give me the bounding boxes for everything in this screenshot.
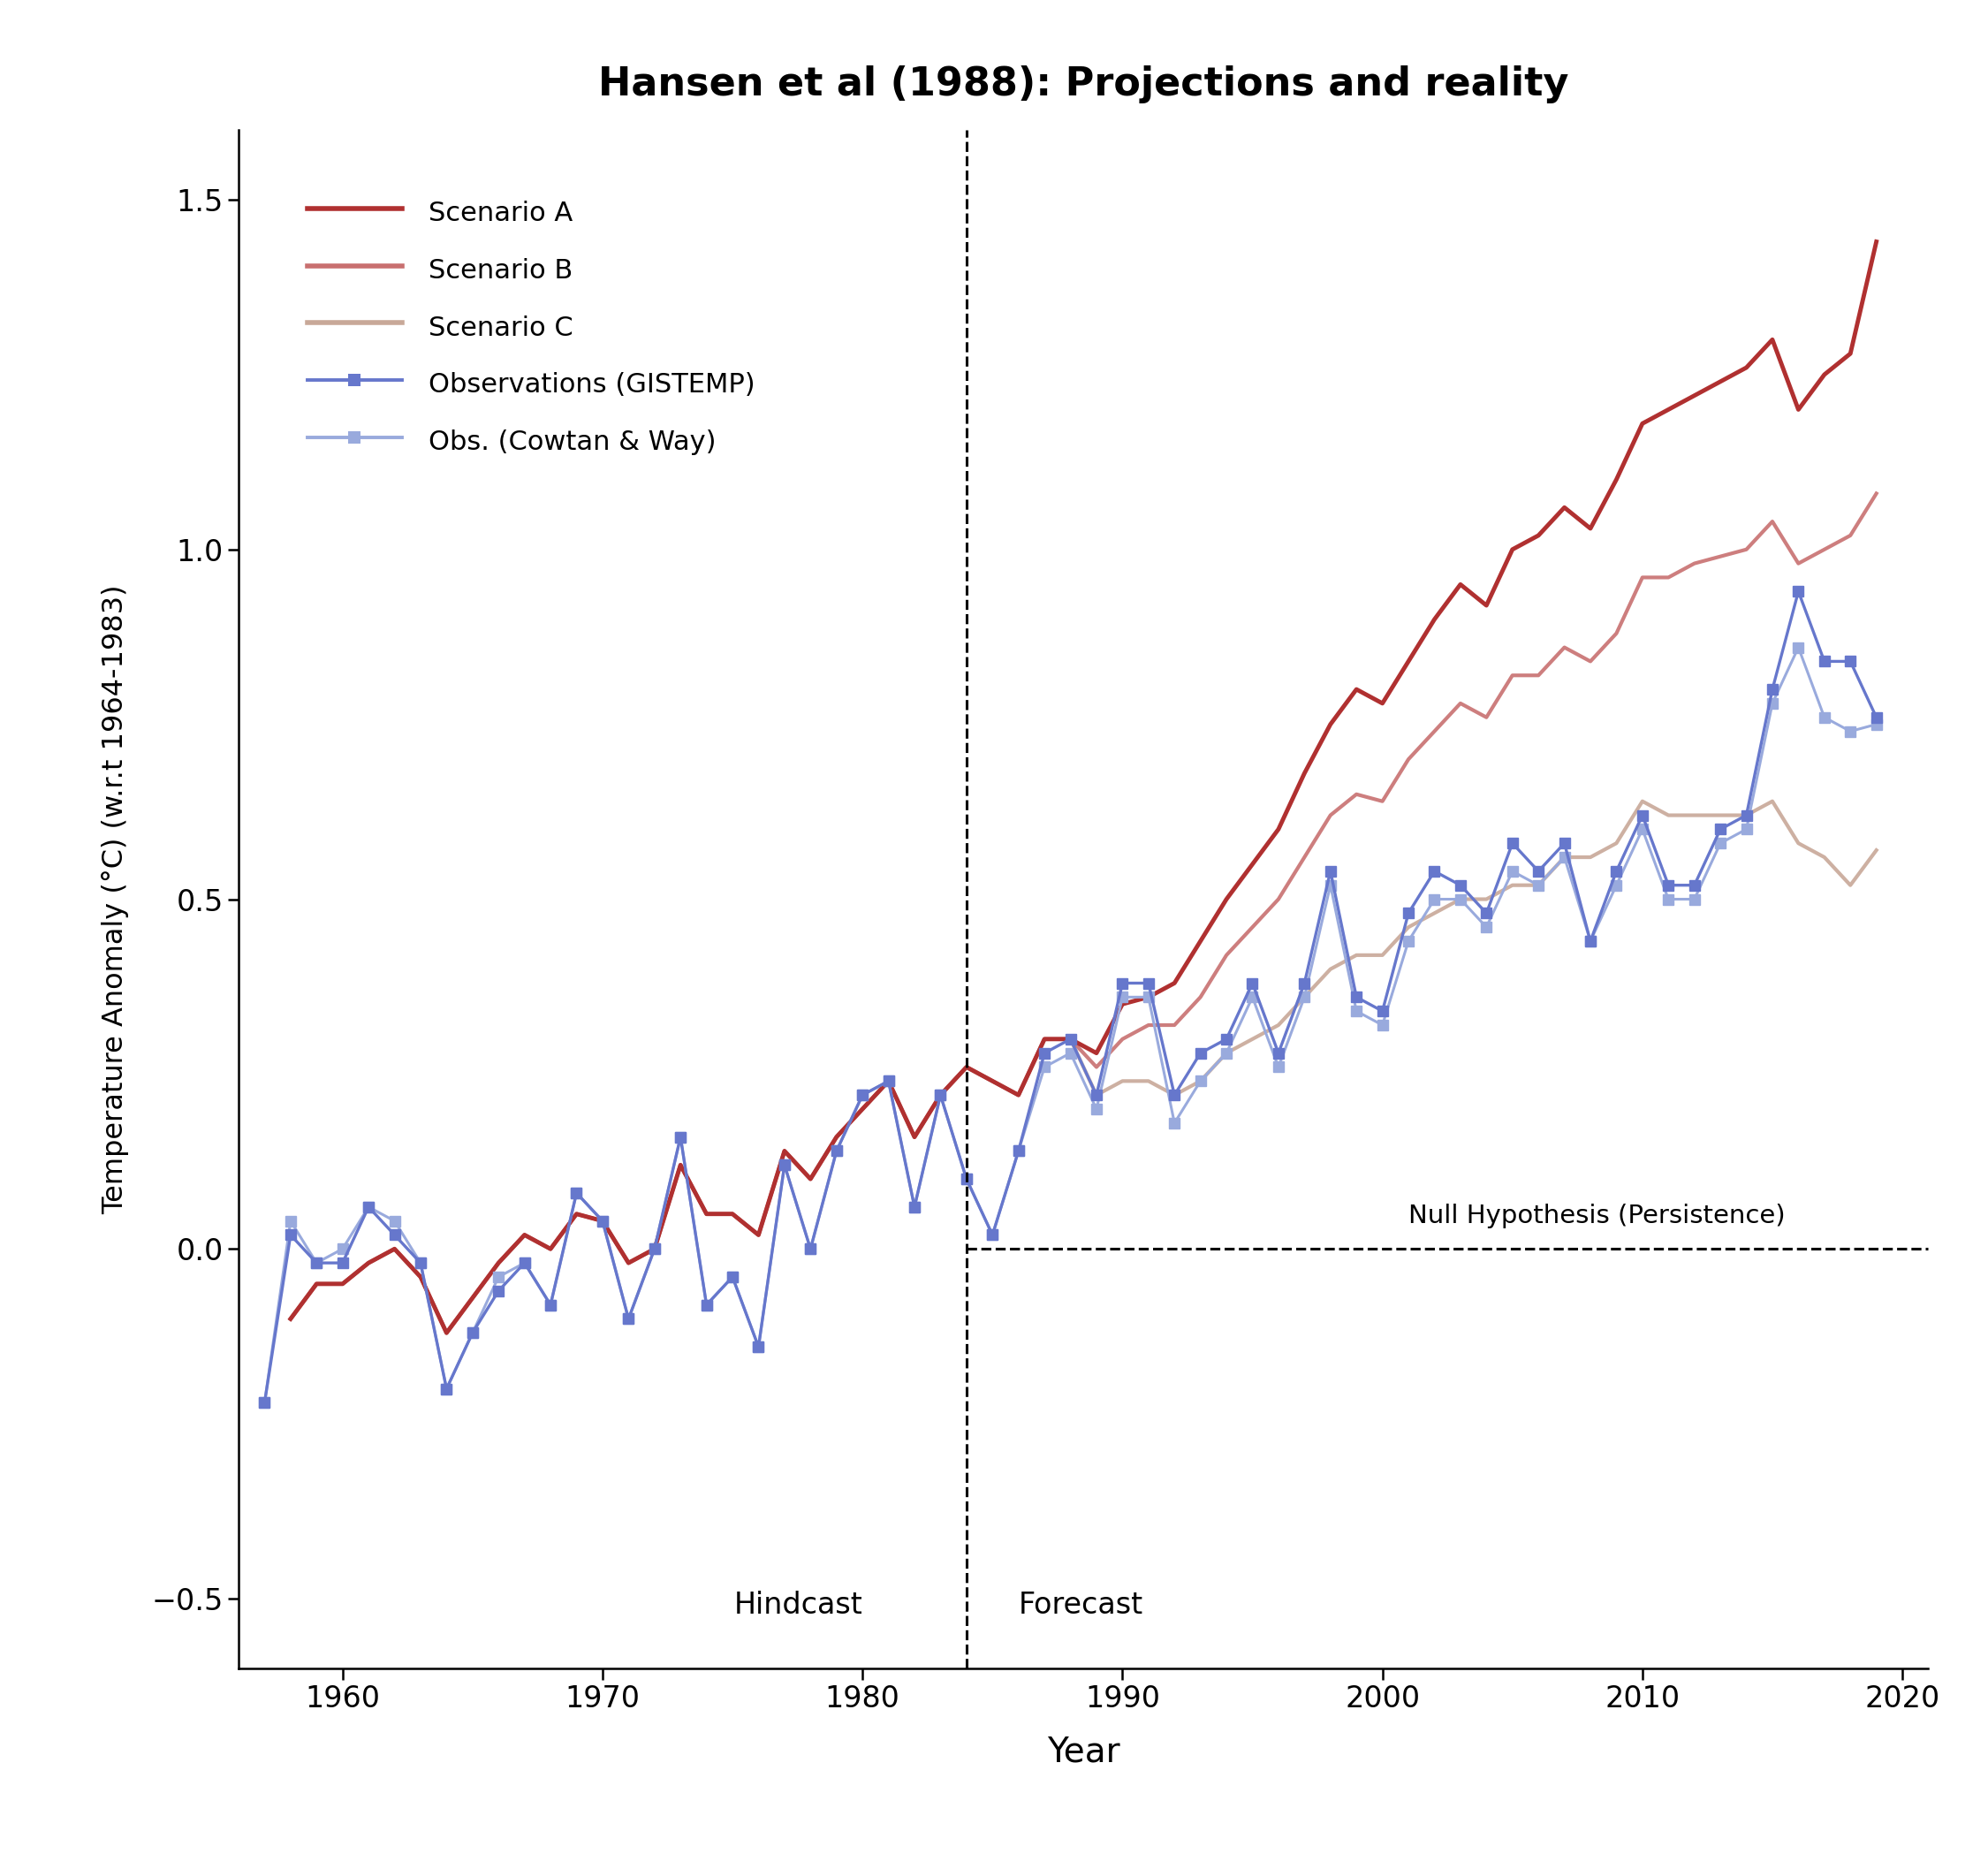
Text: Hindcast: Hindcast <box>734 1591 863 1620</box>
Text: Forecast: Forecast <box>1018 1591 1143 1620</box>
Legend: Scenario A, Scenario B, Scenario C, Observations (GISTEMP), Obs. (Cowtan & Way): Scenario A, Scenario B, Scenario C, Obse… <box>286 174 777 478</box>
Y-axis label: Temperature Anomaly (°C) (w.r.t 1964-1983): Temperature Anomaly (°C) (w.r.t 1964-198… <box>101 584 129 1214</box>
Text: Null Hypothesis (Persistence): Null Hypothesis (Persistence) <box>1408 1203 1785 1227</box>
X-axis label: Year: Year <box>1048 1735 1119 1769</box>
Title: Hansen et al (1988): Projections and reality: Hansen et al (1988): Projections and rea… <box>598 65 1569 104</box>
